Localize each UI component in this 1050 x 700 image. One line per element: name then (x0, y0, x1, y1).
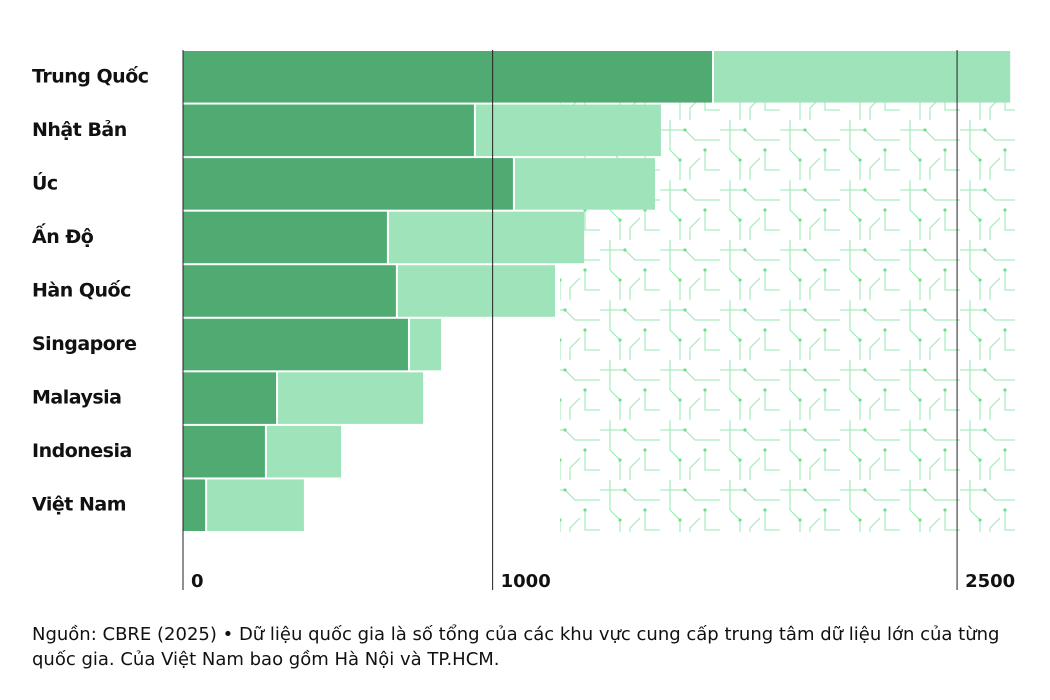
category-label: Úc (32, 170, 58, 194)
bar-segment (266, 425, 342, 478)
bar-segment (475, 104, 661, 157)
bar-segment (183, 479, 206, 531)
bar-segment (514, 158, 656, 210)
category-label: Singapore (32, 333, 137, 355)
bar-segment (183, 318, 408, 371)
bar-segment (714, 51, 1011, 103)
x-tick-label: 0 (191, 571, 204, 592)
bar-segment (183, 51, 713, 103)
bar-segment (183, 104, 474, 157)
category-label: Hàn Quốc (32, 279, 131, 302)
bar-segment (183, 211, 387, 264)
category-label: Việt Nam (32, 494, 126, 516)
category-label: Malaysia (32, 387, 122, 409)
bar-segment (278, 372, 424, 424)
source-note: Nguồn: CBRE (2025) • Dữ liệu quốc gia là… (32, 624, 1000, 670)
bar-segment (183, 158, 513, 210)
category-label: Ấn Độ (32, 222, 94, 248)
category-label: Nhật Bản (32, 119, 127, 141)
bar-segment (183, 372, 277, 424)
bar-segment (388, 211, 585, 264)
bar-segment (183, 265, 396, 317)
bar-segment (409, 318, 442, 371)
bar-segment (397, 265, 556, 317)
x-tick-label: 1000 (501, 571, 551, 592)
category-label: Trung Quốc (32, 64, 149, 87)
category-label: Indonesia (32, 440, 132, 462)
chart: 0 1000 2500 Trung Quốc Nhật Bản Úc Ấn Độ Hàn Qu… (32, 50, 1015, 592)
x-tick-label: 2500 (965, 571, 1015, 592)
bar-segment (207, 479, 304, 531)
bar-segment (183, 425, 265, 478)
